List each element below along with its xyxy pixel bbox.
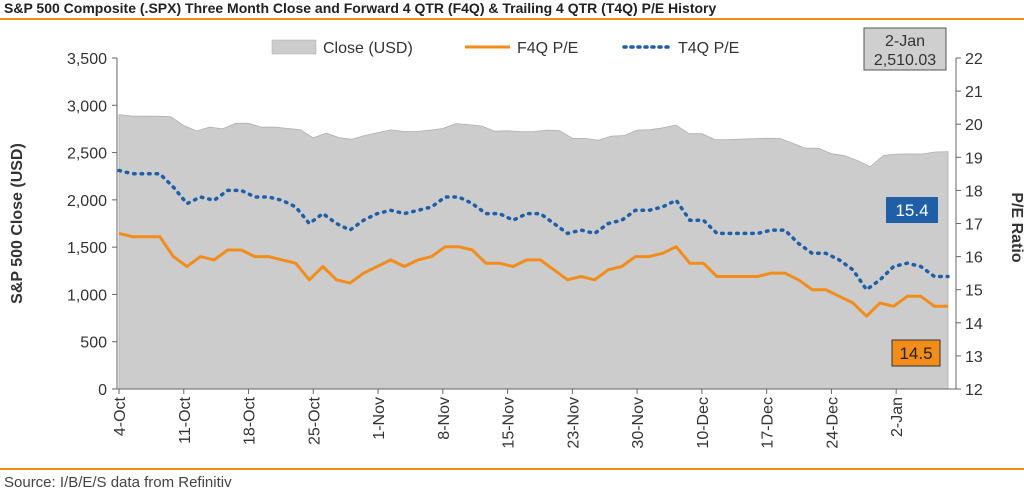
x-tick-label: 11-Oct [177, 396, 194, 443]
left-tick-label: 3,000 [67, 98, 107, 115]
x-tick-label: 18-Oct [242, 396, 259, 445]
x-tick-label: 23-Nov [565, 397, 582, 449]
left-tick-label: 1,500 [67, 240, 107, 257]
legend-label-t4q: T4Q P/E [678, 40, 739, 57]
left-tick-label: 2,500 [67, 146, 107, 163]
plot-area [117, 114, 950, 390]
right-tick-label: 12 [965, 382, 983, 399]
series-f4q-line [118, 231, 948, 318]
left-axis-title: S&P 500 Close (USD) [9, 143, 26, 304]
right-tick-label: 13 [965, 349, 983, 366]
title-divider [0, 18, 1024, 20]
chart-title: S&P 500 Composite (.SPX) Three Month Clo… [4, 0, 717, 16]
left-tick-label: 3,500 [67, 51, 107, 68]
series-t4q-line [117, 168, 950, 293]
axes: 0 500 1,000 1,500 2,000 2,500 3,000 3,500 12 13 14… [9, 51, 1024, 449]
right-tick-label: 22 [965, 51, 983, 68]
x-tick-label: 8-Nov [436, 397, 453, 440]
left-tick-label: 0 [98, 382, 107, 399]
x-tick-label: 1-Nov [371, 397, 388, 440]
legend-label-close: Close (USD) [323, 40, 413, 57]
close-annotation-value: 2,510.03 [874, 52, 936, 69]
legend: Close (USD) F4Q P/E T4Q P/E [271, 39, 739, 57]
series-close-area [118, 114, 949, 390]
left-tick-label: 500 [80, 335, 107, 352]
left-tick-label: 2,000 [67, 193, 107, 210]
x-tick-label: 4-Oct [112, 396, 129, 436]
right-tick-label: 20 [965, 117, 983, 134]
annotations: 2-Jan 2,510.03 15.4 14.5 [863, 27, 947, 367]
right-tick-label: 15 [965, 283, 983, 300]
legend-swatch-close [271, 39, 317, 55]
x-tick-label: 24-Dec [824, 397, 841, 449]
t4q-value-box [886, 197, 938, 223]
source-note: Source: I/B/E/S data from Refinitiv [4, 474, 232, 491]
right-axis-title: P/E Ratio [1008, 192, 1024, 262]
x-tick-label: 15-Nov [501, 397, 518, 449]
t4q-value-label: 15.4 [895, 201, 928, 220]
f4q-value-box [891, 339, 941, 367]
f4q-value-label: 14.5 [899, 344, 932, 363]
legend-label-f4q: F4Q P/E [517, 40, 578, 57]
right-tick-label: 14 [965, 316, 983, 333]
right-tick-label: 21 [965, 84, 983, 101]
close-annotation-box [863, 27, 947, 71]
x-tick-label: 30-Nov [630, 397, 647, 449]
left-tick-label: 1,000 [67, 287, 107, 304]
right-tick-label: 18 [965, 183, 983, 200]
source-divider [0, 468, 1024, 470]
close-annotation-date: 2-Jan [885, 33, 925, 50]
right-tick-label: 16 [965, 250, 983, 267]
x-tick-label: 25-Oct [306, 396, 323, 445]
x-tick-label: 2-Jan [889, 397, 906, 437]
x-tick-label: 17-Dec [760, 397, 777, 449]
right-tick-label: 19 [965, 150, 983, 167]
right-tick-label: 17 [965, 217, 983, 234]
chart: 0 500 1,000 1,500 2,000 2,500 3,000 3,500 12 13 14… [9, 27, 1024, 449]
x-tick-label: 10-Dec [695, 397, 712, 449]
